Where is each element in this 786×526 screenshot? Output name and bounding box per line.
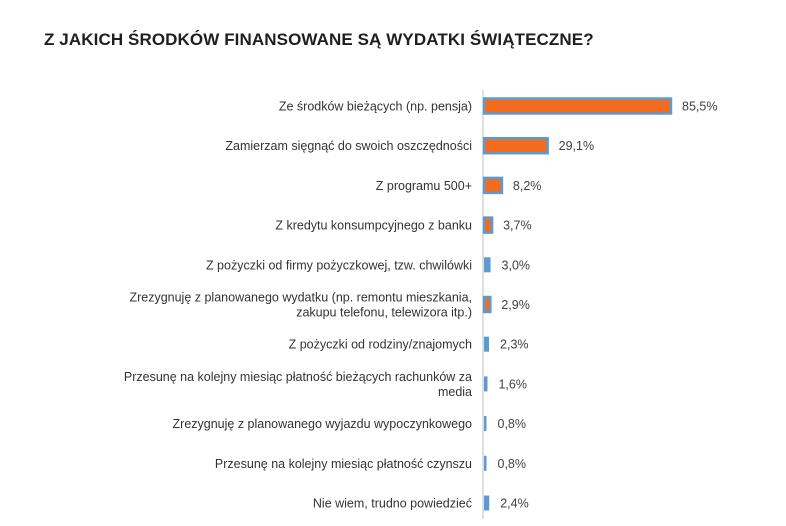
bar [484, 416, 487, 432]
value-label: 2,4% [500, 497, 529, 511]
category-label: Zamierzam sięgnąć do swoich oszczędności [225, 139, 472, 153]
bar [484, 376, 488, 392]
category-label: Z pożyczki od rodziny/znajomych [289, 338, 472, 352]
value-label: 2,9% [501, 298, 529, 312]
category-label-line: Z programu 500+ [376, 179, 472, 193]
value-label: 1,6% [498, 377, 526, 391]
bar [482, 136, 549, 155]
category-label-line: media [438, 385, 472, 399]
category-label: Nie wiem, trudno powiedzieć [313, 497, 472, 511]
category-label: Z programu 500+ [376, 179, 472, 193]
bar [484, 336, 490, 352]
category-label: Z kredytu konsumpcyjnego z banku [275, 219, 472, 233]
bar [482, 97, 673, 115]
value-label: 85,5% [682, 100, 717, 114]
category-label-line: Zamierzam sięgnąć do swoich oszczędności [225, 139, 472, 153]
bar [484, 455, 487, 471]
chart-title: Z JAKICH ŚRODKÓW FINANSOWANE SĄ WYDATKI … [44, 30, 594, 49]
category-label: Ze środków bieżących (np. pensja) [279, 100, 472, 114]
category-label-line: Ze środków bieżących (np. pensja) [279, 100, 472, 114]
bar [482, 295, 492, 314]
value-label: 2,3% [500, 338, 529, 352]
value-label: 3,7% [503, 219, 532, 233]
value-label: 8,2% [513, 179, 542, 193]
category-label: Z pożyczki od firmy pożyczkowej, tzw. ch… [206, 258, 472, 272]
category-label: Przesunę na kolejny miesiąc płatność czy… [215, 457, 472, 471]
value-label: 29,1% [559, 139, 594, 153]
category-label-line: Z pożyczki od firmy pożyczkowej, tzw. ch… [206, 258, 472, 272]
value-labels: 85,5% 29,1% 8,2% 3,7% 3,0% 2,9% 2,3% 1,6% 0,8% 0,… [498, 100, 718, 511]
value-label: 0,8% [498, 457, 527, 471]
category-labels: Ze środków bieżących (np. pensja) Zamierz… [124, 100, 472, 511]
category-label-line: Z kredytu konsumpcyjnego z banku [275, 219, 472, 233]
category-label: Zrezygnuję z planowanego wyjazdu wypoczy… [173, 417, 473, 431]
value-label: 0,8% [498, 417, 527, 431]
bar [484, 495, 490, 511]
category-label-line: Zrezygnuję z planowanego wydatku (np. re… [129, 291, 472, 305]
bar [482, 216, 494, 234]
bar [484, 257, 491, 273]
category-label: Zrezygnuję z planowanego wydatku (np. re… [129, 291, 472, 320]
value-label: 3,0% [502, 258, 531, 272]
category-label-line: Zrezygnuję z planowanego wyjazdu wypoczy… [173, 417, 473, 431]
category-label: Przesunę na kolejny miesiąc płatność bie… [124, 370, 472, 399]
bars [482, 97, 673, 511]
category-label-line: Przesunę na kolejny miesiąc płatność czy… [215, 457, 472, 471]
bar [482, 176, 504, 195]
category-label-line: Nie wiem, trudno powiedzieć [313, 497, 472, 511]
category-label-line: Z pożyczki od rodziny/znajomych [289, 338, 472, 352]
category-label-line: Przesunę na kolejny miesiąc płatność bie… [124, 370, 472, 384]
category-label-line: zakupu telefonu, telewizora itp.) [296, 306, 472, 320]
